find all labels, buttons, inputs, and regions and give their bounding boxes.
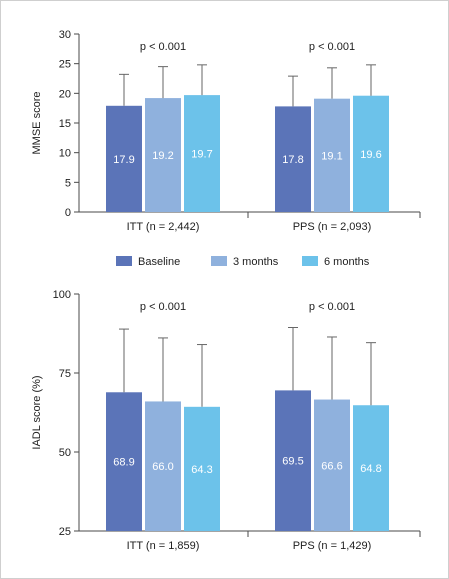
p-value-annotation: p < 0.001 [309, 301, 355, 313]
data-label: 17.8 [282, 154, 303, 166]
data-label: 68.9 [113, 457, 134, 469]
y-tick-label: 10 [59, 148, 71, 160]
legend-label: 6 months [324, 256, 370, 268]
y-tick-label: 5 [65, 177, 71, 189]
y-axis-label: MMSE score [31, 92, 43, 155]
y-tick-label: 50 [59, 447, 71, 459]
y-tick-label: 100 [53, 289, 71, 301]
legend-label: 3 months [233, 256, 279, 268]
legend-label: Baseline [138, 256, 180, 268]
data-label: 64.3 [191, 464, 212, 476]
y-axis-label: IADL score (%) [31, 375, 43, 449]
p-value-annotation: p < 0.001 [140, 301, 186, 313]
x-category-label: ITT (n = 2,442) [127, 221, 200, 233]
data-label: 66.6 [321, 460, 342, 472]
x-category-label: PPS (n = 2,093) [293, 221, 372, 233]
bar [314, 399, 350, 531]
y-tick-label: 20 [59, 88, 71, 100]
data-label: 64.8 [360, 463, 381, 475]
bar [184, 95, 220, 212]
bar [145, 98, 181, 212]
y-tick-label: 15 [59, 118, 71, 130]
bar [145, 401, 181, 531]
x-category-label: ITT (n = 1,859) [127, 540, 200, 552]
data-label: 19.7 [191, 149, 212, 161]
bar [275, 106, 311, 212]
y-tick-label: 75 [59, 368, 71, 380]
bar [106, 392, 142, 531]
bar [314, 98, 350, 212]
y-tick-label: 25 [59, 59, 71, 71]
y-tick-label: 25 [59, 526, 71, 538]
bar [184, 406, 220, 531]
data-label: 19.1 [321, 150, 342, 162]
data-label: 69.5 [282, 456, 303, 468]
legend-swatch [211, 256, 227, 266]
data-label: 66.0 [152, 461, 173, 473]
bar [106, 105, 142, 212]
data-label: 19.2 [152, 150, 173, 162]
data-label: 17.9 [113, 154, 134, 166]
p-value-annotation: p < 0.001 [140, 41, 186, 53]
p-value-annotation: p < 0.001 [309, 41, 355, 53]
legend-swatch [302, 256, 318, 266]
data-label: 19.6 [360, 149, 381, 161]
bar [353, 405, 389, 531]
bar [275, 390, 311, 531]
bar [353, 95, 389, 212]
legend-swatch [116, 256, 132, 266]
x-category-label: PPS (n = 1,429) [293, 540, 372, 552]
y-tick-label: 0 [65, 207, 71, 219]
y-tick-label: 30 [59, 29, 71, 41]
